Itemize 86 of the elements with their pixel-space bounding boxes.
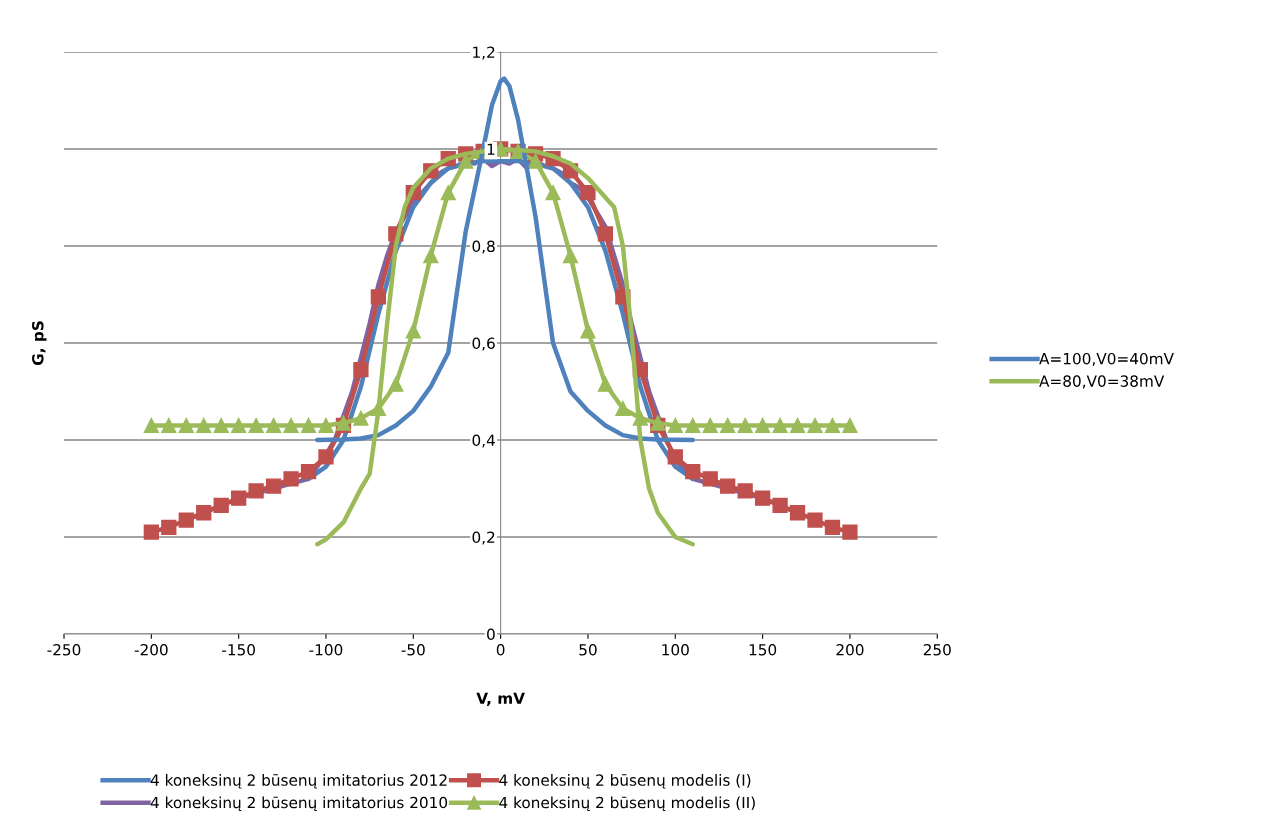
y-tick-label: 0 [487,628,495,641]
legend-label: 4 koneksinų 2 būsenų modelis (II) [499,796,755,812]
x-tick-label: 0 [496,644,505,656]
point [824,417,841,434]
point [143,524,159,540]
point [842,417,858,434]
x-tick-label: -150 [222,644,255,656]
x-tick-label: 50 [579,644,597,656]
point [283,417,299,434]
point [196,417,212,434]
point [178,512,194,528]
point [265,417,282,434]
point [248,483,264,499]
point [807,512,823,528]
point [353,410,369,426]
y-tick-label: 0,2 [472,531,495,545]
x-tick-label: -250 [47,644,81,656]
legend-label: A=80,V0=38mV [1039,375,1165,389]
point [789,505,806,521]
point [196,505,212,521]
point [737,483,753,499]
x-tick-label: -200 [134,644,168,656]
point [737,417,753,434]
point [231,490,247,506]
point [248,417,264,434]
point [370,289,387,305]
point [265,478,282,494]
x-tick-label: -100 [309,644,343,656]
point [772,417,788,434]
y-tick-label: 0,4 [472,434,495,448]
point [318,417,334,434]
point [789,417,806,434]
point [178,417,194,434]
point [685,417,701,434]
legend-label: A=100,V0=40mV [1039,352,1174,367]
point [545,184,561,201]
point [143,417,159,434]
point [772,497,788,514]
x-tick-label: 200 [836,644,864,656]
point [580,184,596,201]
point [824,519,841,535]
point [283,471,299,487]
point [754,417,771,434]
point [667,417,683,434]
point [318,449,334,465]
point [440,184,456,201]
point [161,519,177,535]
point [720,417,736,434]
y-axis-title: G, pS [32,321,47,366]
point [300,417,317,434]
point [842,524,858,540]
point [615,400,631,417]
point [527,153,544,169]
point [213,417,229,434]
y-tick-label: 0,6 [472,337,495,351]
y-tick-label: 0,8 [472,240,495,254]
point [720,478,736,494]
point [702,471,718,487]
point [231,417,247,434]
y-tick-label: 1,2 [473,46,495,60]
x-tick-label: 100 [662,644,689,656]
legend-label: 4 koneksinų 2 būsenų imitatorius 2012 [150,774,447,789]
point [702,417,718,434]
point [685,463,701,480]
point [213,497,229,514]
point [754,490,771,506]
x-tick-label: -50 [401,644,425,656]
point [562,248,579,264]
legend-label: 4 koneksinų 2 būsenų modelis (I) [499,774,751,789]
point [458,153,474,169]
point [597,226,614,242]
point [580,323,596,339]
point [597,376,614,392]
legend-label: 4 koneksinų 2 būsenų imitatorius 2010 [150,796,448,812]
point [405,323,421,339]
point [667,449,683,465]
point [388,376,404,392]
point [807,417,823,434]
x-tick-label: 150 [749,644,777,656]
point [300,463,317,480]
point [161,417,177,434]
point [423,248,439,264]
x-axis-title: V, mV [476,692,525,706]
x-tick-label: 250 [923,644,951,656]
y-tick-label: 1 [487,143,495,155]
point [353,362,369,378]
